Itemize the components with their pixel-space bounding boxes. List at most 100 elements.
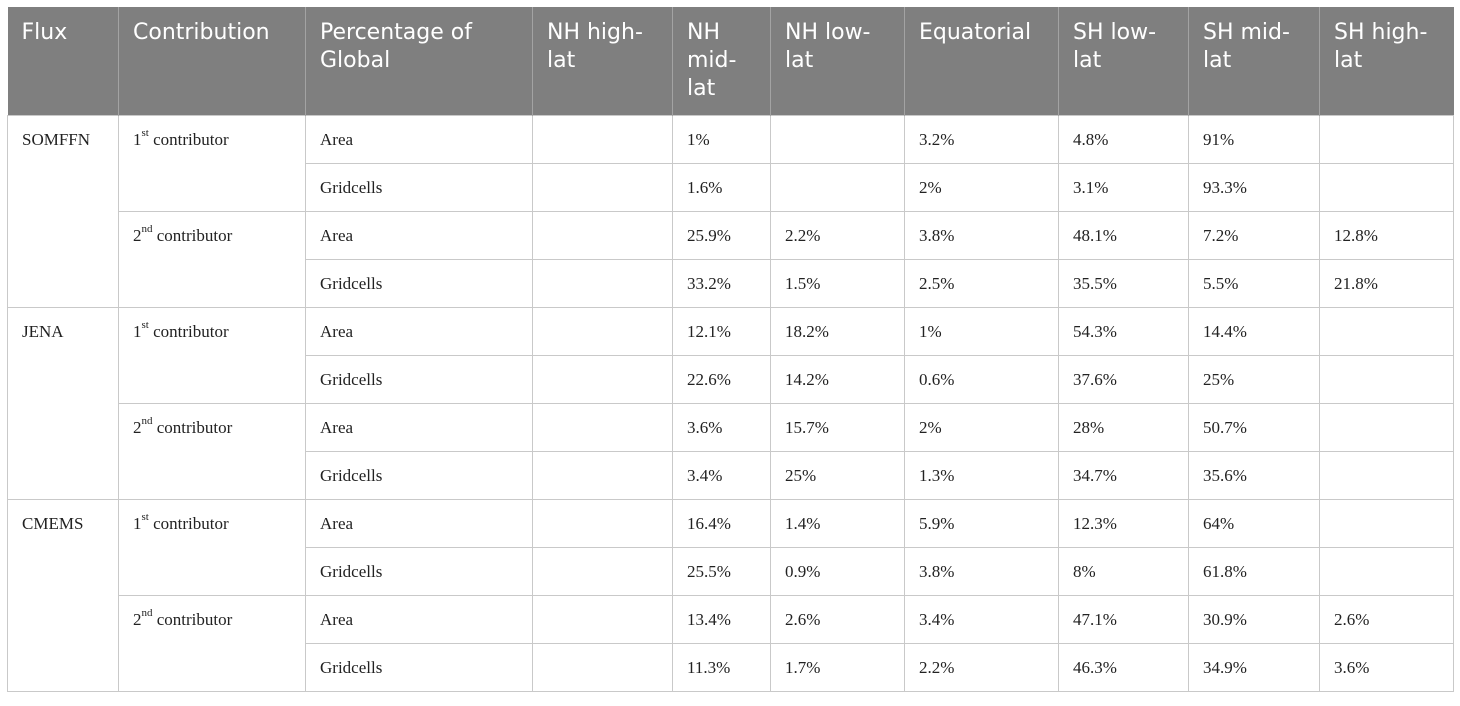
value-cell: 25.5% <box>672 547 771 596</box>
value-cell: 5.5% <box>1188 259 1320 308</box>
value-cell <box>532 115 673 164</box>
table-row: SOMFFN 1st contributor Area 1% 3.2% 4.8% 91% <box>7 115 1454 308</box>
contributor-label: contributor <box>148 322 229 341</box>
metric-cell: Gridcells <box>305 163 533 212</box>
table-row: 2nd contributor Area 3.6% 15.7% 2% 28% 50.7% <box>8 403 1454 500</box>
value-cell <box>1319 499 1454 548</box>
value-cell: 34.9% <box>1188 643 1320 692</box>
value-cell <box>532 355 673 404</box>
value-cell: 3.4% <box>904 595 1059 644</box>
metric-cell: Gridcells <box>305 259 533 308</box>
value-cell <box>1319 547 1454 596</box>
value-cell: 93.3% <box>1188 163 1320 212</box>
header-contribution: Contribution <box>118 7 306 116</box>
value-cell: 47.1% <box>1058 595 1189 644</box>
table-row: 2nd contributor Area 25.9% 2.2% 3.8% 48.1% 7.2… <box>8 211 1454 308</box>
value-cell: 34.7% <box>1058 451 1189 500</box>
value-cell: 1.6% <box>672 163 771 212</box>
value-cell: 37.6% <box>1058 355 1189 404</box>
value-cell: 2.6% <box>770 595 905 644</box>
value-cell: 8% <box>1058 547 1189 596</box>
value-cell <box>532 451 673 500</box>
header-percentage-of-global: Percentage of Global <box>305 7 533 116</box>
value-cell: 3.1% <box>1058 163 1189 212</box>
value-cell: 13.4% <box>672 595 771 644</box>
metric-cell: Gridcells <box>305 547 533 596</box>
contributor-label: contributor <box>152 610 233 629</box>
header-row: Flux Contribution Percentage of Global N… <box>7 7 1454 116</box>
contributor-cell: 2nd contributor <box>118 211 306 308</box>
contributor-ordinal: 1 <box>133 130 142 149</box>
table-body: SOMFFN 1st contributor Area 1% 3.2% 4.8% 91% Gr… <box>7 115 1454 692</box>
value-cell: 35.5% <box>1058 259 1189 308</box>
flux-name-cell: JENA <box>7 307 119 500</box>
value-cell: 2% <box>904 403 1059 452</box>
value-cell <box>532 211 673 260</box>
header-nh-low-lat: NH low-lat <box>770 7 905 116</box>
value-cell <box>1319 115 1454 164</box>
value-cell: 16.4% <box>672 499 771 548</box>
value-cell: 2.5% <box>904 259 1059 308</box>
table-row: Gridcells 22.6% 14.2% 0.6% 37.6% 25% <box>8 355 1454 404</box>
value-cell <box>770 115 905 164</box>
header-sh-low-lat: SH low-lat <box>1058 7 1189 116</box>
value-cell: 3.8% <box>904 211 1059 260</box>
contributor-ordinal: 2 <box>133 226 142 245</box>
value-cell: 30.9% <box>1188 595 1320 644</box>
value-cell: 14.4% <box>1188 307 1320 356</box>
table-row: JENA 1st contributor Area 12.1% 18.2% 1% 54.3%… <box>7 307 1454 500</box>
value-cell: 12.8% <box>1319 211 1454 260</box>
value-cell: 14.2% <box>770 355 905 404</box>
contributor-cell: 2nd contributor <box>118 595 306 692</box>
value-cell: 46.3% <box>1058 643 1189 692</box>
value-cell: 91% <box>1188 115 1320 164</box>
value-cell <box>1319 355 1454 404</box>
flux-contribution-table: Flux Contribution Percentage of Global N… <box>7 7 1454 692</box>
metric-cell: Area <box>305 403 533 452</box>
value-cell: 28% <box>1058 403 1189 452</box>
value-cell: 1.7% <box>770 643 905 692</box>
contributor-cell: 1st contributor <box>118 499 306 596</box>
metric-cell: Gridcells <box>305 643 533 692</box>
contributor-ordinal: 1 <box>133 514 142 533</box>
header-sh-high-lat: SH high-lat <box>1319 7 1454 116</box>
value-cell: 0.6% <box>904 355 1059 404</box>
value-cell: 61.8% <box>1188 547 1320 596</box>
value-cell <box>532 595 673 644</box>
value-cell <box>532 403 673 452</box>
value-cell: 1.4% <box>770 499 905 548</box>
metric-cell: Gridcells <box>305 355 533 404</box>
contributor-ordinal-suffix: nd <box>141 415 153 428</box>
value-cell: 2% <box>904 163 1059 212</box>
value-cell: 25% <box>770 451 905 500</box>
value-cell: 3.8% <box>904 547 1059 596</box>
value-cell <box>1319 403 1454 452</box>
contributor-cell: 2nd contributor <box>118 403 306 500</box>
contributor-label: contributor <box>152 226 233 245</box>
value-cell: 7.2% <box>1188 211 1320 260</box>
value-cell: 1% <box>904 307 1059 356</box>
value-cell <box>532 547 673 596</box>
value-cell: 25% <box>1188 355 1320 404</box>
contributor-ordinal-suffix: nd <box>141 607 153 620</box>
value-cell: 12.1% <box>672 307 771 356</box>
table-row: CMEMS 1st contributor Area 16.4% 1.4% 5.9% 12.… <box>7 499 1454 692</box>
value-cell <box>532 259 673 308</box>
contributor-label: contributor <box>148 514 229 533</box>
contributor-label: contributor <box>152 418 233 437</box>
value-cell <box>532 499 673 548</box>
value-cell: 3.6% <box>1319 643 1454 692</box>
flux-name-cell: CMEMS <box>7 499 119 692</box>
value-cell <box>532 643 673 692</box>
table-row: Gridcells 25.5% 0.9% 3.8% 8% 61.8% <box>8 547 1454 596</box>
value-cell: 11.3% <box>672 643 771 692</box>
value-cell: 64% <box>1188 499 1320 548</box>
metric-cell: Area <box>305 211 533 260</box>
value-cell <box>770 163 905 212</box>
contributor-label: contributor <box>148 130 229 149</box>
table-row: Gridcells 1.6% 2% 3.1% 93.3% <box>8 163 1454 212</box>
value-cell <box>1319 307 1454 356</box>
metric-cell: Area <box>305 115 533 164</box>
value-cell <box>1319 451 1454 500</box>
header-nh-mid-lat: NH mid-lat <box>672 7 771 116</box>
